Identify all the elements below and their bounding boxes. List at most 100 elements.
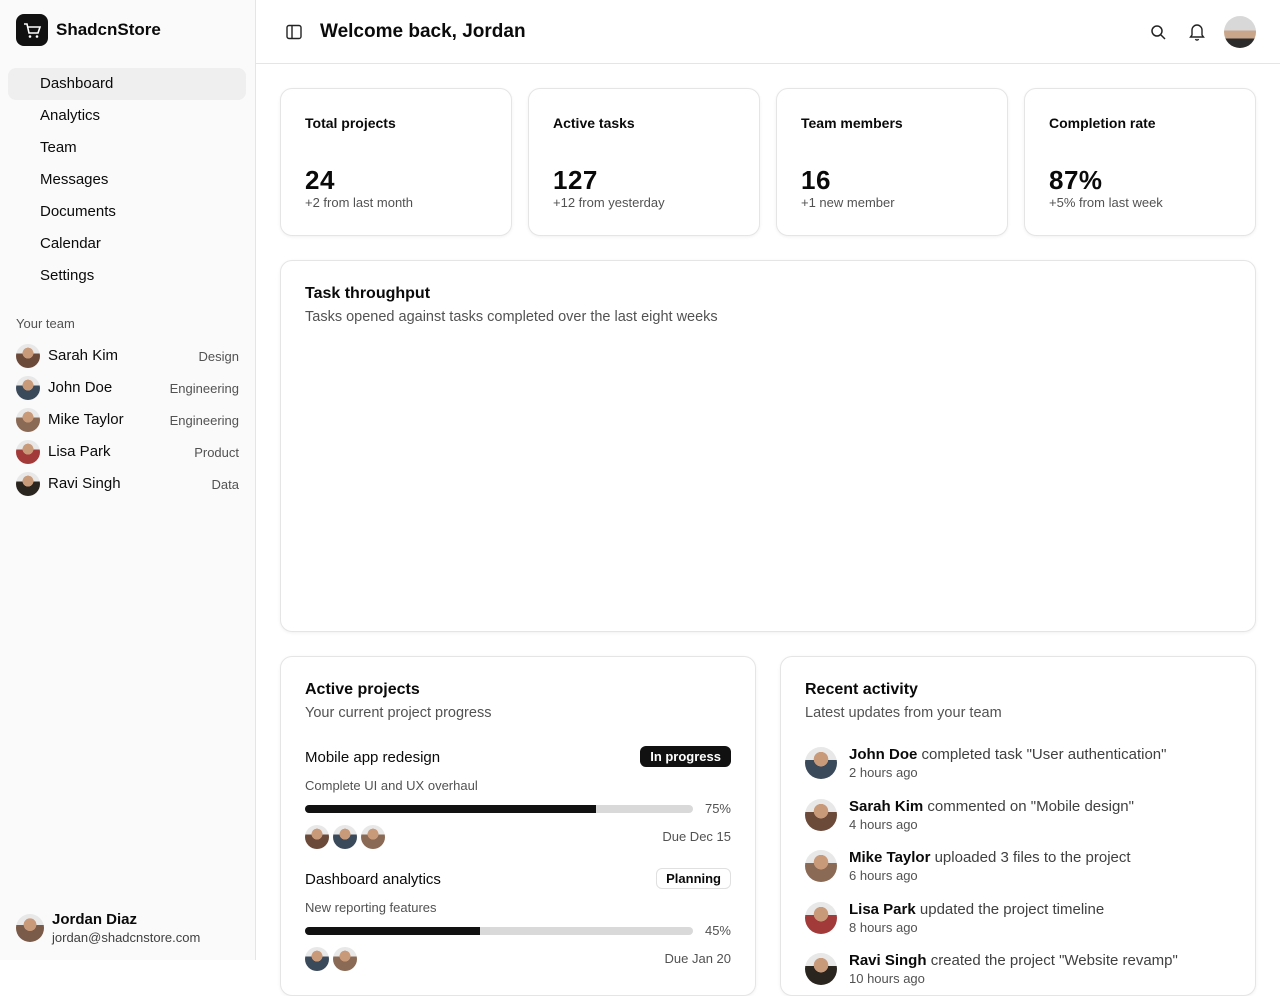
team-name: Sarah Kim — [48, 347, 119, 364]
stat-label: Total projects — [305, 115, 396, 131]
member-avatar — [305, 825, 329, 849]
nav-item[interactable]: Messages — [40, 171, 109, 188]
progress-track — [305, 805, 693, 813]
brand: ShadcnStore — [56, 20, 161, 39]
sidebar-toggle[interactable] — [286, 24, 302, 40]
team-name: John Doe — [48, 379, 113, 396]
user-email: jordan@shadcnstore.com — [52, 930, 201, 945]
chart-title: Task throughput — [305, 285, 431, 302]
project-name: Dashboard analytics — [305, 871, 441, 888]
activity-avatar — [805, 850, 837, 882]
stat-card: Completion rate 87% +5% from last week — [1024, 88, 1256, 236]
due-date: Due Dec 15 — [662, 829, 731, 844]
activity-line: Ravi Singh created the project "Website … — [849, 952, 1178, 969]
project-description: Complete UI and UX overhaul — [305, 778, 478, 793]
activity-action: created the project "Website revamp" — [930, 952, 1178, 969]
actor-name: Mike Taylor — [849, 849, 931, 866]
project-name: Mobile app redesign — [305, 749, 441, 766]
sidebar: ShadcnStore Your team Dashboard Analytics… — [0, 0, 256, 960]
team-name: Lisa Park — [48, 443, 111, 460]
activity-avatar — [805, 953, 837, 985]
member-avatar — [305, 947, 329, 971]
activity-avatar — [805, 798, 837, 831]
team-avatar — [16, 408, 40, 432]
team-role: Engineering — [169, 413, 239, 428]
chart-card: Task throughput Tasks opened against task… — [280, 260, 1256, 632]
team-name: Ravi Singh — [48, 475, 121, 492]
main: Total projects 24 +2 from last month Active… — [256, 64, 1280, 996]
team-avatar — [16, 376, 40, 400]
logo-icon — [24, 23, 42, 38]
card-subtitle: Latest updates from your team — [805, 705, 1002, 721]
user-avatar — [16, 914, 44, 942]
activity-avatar — [805, 747, 837, 779]
active-nav-bg — [8, 68, 246, 100]
member-avatar — [361, 825, 385, 849]
status-badge: In progress — [640, 746, 731, 767]
stat-value: 87% — [1049, 165, 1103, 195]
card-title: Recent activity — [805, 681, 918, 698]
actor-name: John Doe — [849, 746, 918, 763]
stat-value: 24 — [305, 165, 335, 195]
logo[interactable] — [16, 14, 48, 46]
actor-name: Sarah Kim — [849, 797, 924, 815]
nav-item[interactable]: Calendar — [40, 235, 101, 252]
stat-card: Total projects 24 +2 from last month — [280, 88, 512, 236]
card-subtitle: Your current project progress — [305, 705, 492, 721]
stat-card: Team members 16 +1 new member — [776, 88, 1008, 236]
activity-time: 6 hours ago — [849, 868, 918, 883]
stat-label: Active tasks — [553, 115, 635, 131]
nav-item[interactable]: Team — [40, 139, 77, 156]
activity-action: commented on "Mobile design" — [927, 797, 1134, 815]
activity-action: uploaded 3 files to the project — [934, 849, 1131, 866]
stat-label: Completion rate — [1049, 115, 1156, 131]
team-role: Product — [194, 445, 239, 460]
team-avatar — [16, 344, 40, 368]
nav-item[interactable]: Dashboard — [40, 75, 114, 92]
activity-time: 2 hours ago — [849, 765, 918, 780]
member-avatar — [333, 947, 357, 971]
search-button[interactable] — [1150, 24, 1166, 40]
header: Welcome back, Jordan — [256, 0, 1280, 64]
team-role: Design — [198, 349, 239, 364]
nav-item[interactable]: Analytics — [40, 107, 101, 124]
activity-line: Sarah Kim commented on "Mobile design" — [849, 798, 1134, 815]
progress-label: 75% — [704, 801, 731, 816]
team-name: Mike Taylor — [48, 411, 124, 428]
stat-note: +2 from last month — [305, 195, 414, 210]
due-date: Due Jan 20 — [664, 951, 732, 966]
activity-time: 10 hours ago — [849, 971, 925, 986]
team-role: Engineering — [169, 381, 239, 396]
stat-note: +12 from yesterday — [553, 195, 665, 210]
activity-time: 8 hours ago — [849, 919, 918, 935]
activity-avatar — [805, 901, 837, 934]
team-avatar — [16, 472, 40, 496]
team-role: Data — [211, 477, 239, 492]
actor-name: Ravi Singh — [849, 952, 927, 969]
stat-value: 16 — [801, 165, 831, 195]
project-description: New reporting features — [305, 900, 437, 915]
activity-line: John Doe completed task "User authentica… — [849, 746, 1166, 763]
activity-line: Lisa Park updated the project timeline — [849, 901, 1104, 918]
progress-label: 45% — [704, 923, 731, 938]
progress-track — [305, 927, 693, 935]
nav-item[interactable]: Documents — [40, 203, 116, 220]
notifications-button[interactable] — [1189, 23, 1205, 41]
progress-fill — [305, 927, 480, 935]
user-avatar[interactable] — [1224, 16, 1256, 48]
activity-action: updated the project timeline — [919, 900, 1105, 918]
card-title: Active projects — [305, 681, 420, 698]
team-avatar — [16, 440, 40, 464]
member-avatar — [333, 825, 357, 849]
activity-action: completed task "User authentication" — [921, 746, 1167, 763]
activity-card: Recent activity Latest updates from your … — [780, 656, 1256, 996]
stat-value: 127 — [553, 165, 598, 195]
page-title: Welcome back, Jordan — [320, 21, 526, 42]
nav-item[interactable]: Settings — [40, 267, 95, 284]
progress-fill — [305, 805, 596, 813]
activity-time: 4 hours ago — [849, 816, 918, 832]
user-name: Jordan Diaz — [52, 911, 138, 928]
stat-note: +5% from last week — [1049, 195, 1163, 210]
chart-subtitle: Tasks opened against tasks completed ove… — [305, 309, 718, 325]
team-heading: Your team — [16, 316, 75, 331]
